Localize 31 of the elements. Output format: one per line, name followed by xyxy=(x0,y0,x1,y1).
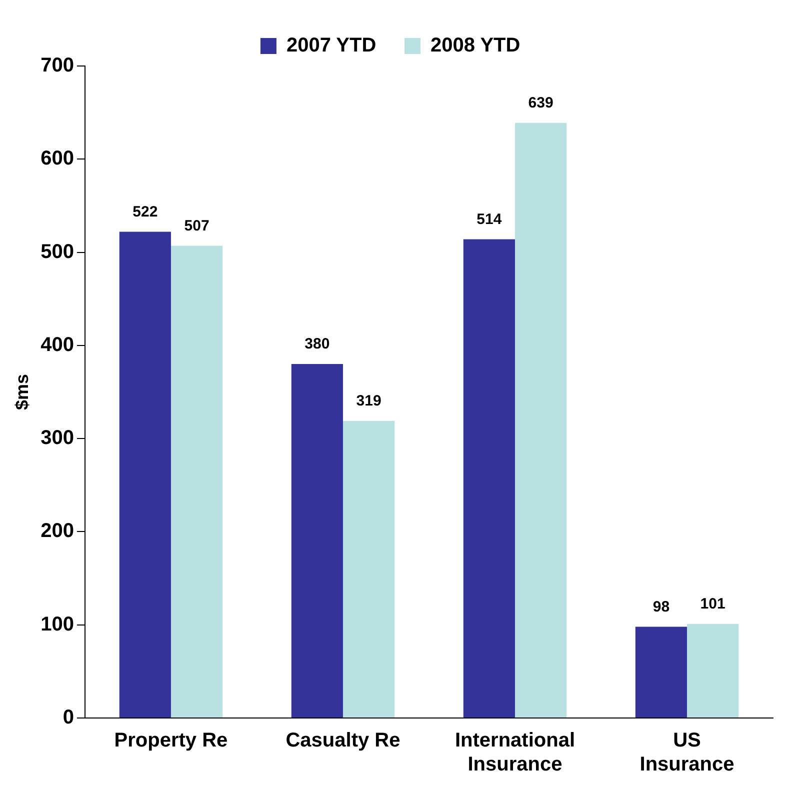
y-tick-label: 0 xyxy=(62,706,74,729)
x-tick-label: US Insurance xyxy=(640,730,734,776)
bar xyxy=(119,232,171,718)
y-tick-label: 400 xyxy=(40,334,74,356)
y-tick-label: 600 xyxy=(40,148,74,170)
bar xyxy=(342,420,395,718)
data-label: 514 xyxy=(476,210,502,228)
data-label: 319 xyxy=(356,392,382,410)
bar xyxy=(514,122,567,718)
y-tick-label: 200 xyxy=(40,520,74,542)
bar xyxy=(635,626,687,718)
data-label: 522 xyxy=(132,203,158,220)
bar xyxy=(170,246,223,718)
y-tick-label: 500 xyxy=(40,240,74,263)
y-tick-label: 700 xyxy=(40,54,74,77)
y-tick-label: 300 xyxy=(40,427,74,450)
y-axis-title: $ms xyxy=(12,374,32,410)
y-tick-label: 100 xyxy=(40,613,74,636)
data-label: 101 xyxy=(700,596,726,613)
x-tick-label: Casualty Re xyxy=(286,730,400,752)
x-tick-label: International Insurance xyxy=(454,730,575,776)
data-label: 98 xyxy=(652,598,670,616)
bar xyxy=(463,239,515,718)
x-tick-label: Property Re xyxy=(114,730,228,752)
legend-label: 2008 YTD xyxy=(430,34,520,57)
bar xyxy=(686,624,739,718)
data-label: 380 xyxy=(304,336,330,353)
bar xyxy=(291,364,343,718)
data-label: 639 xyxy=(528,94,554,112)
legend-label: 2007 YTD xyxy=(286,34,376,57)
data-label: 507 xyxy=(184,217,210,234)
